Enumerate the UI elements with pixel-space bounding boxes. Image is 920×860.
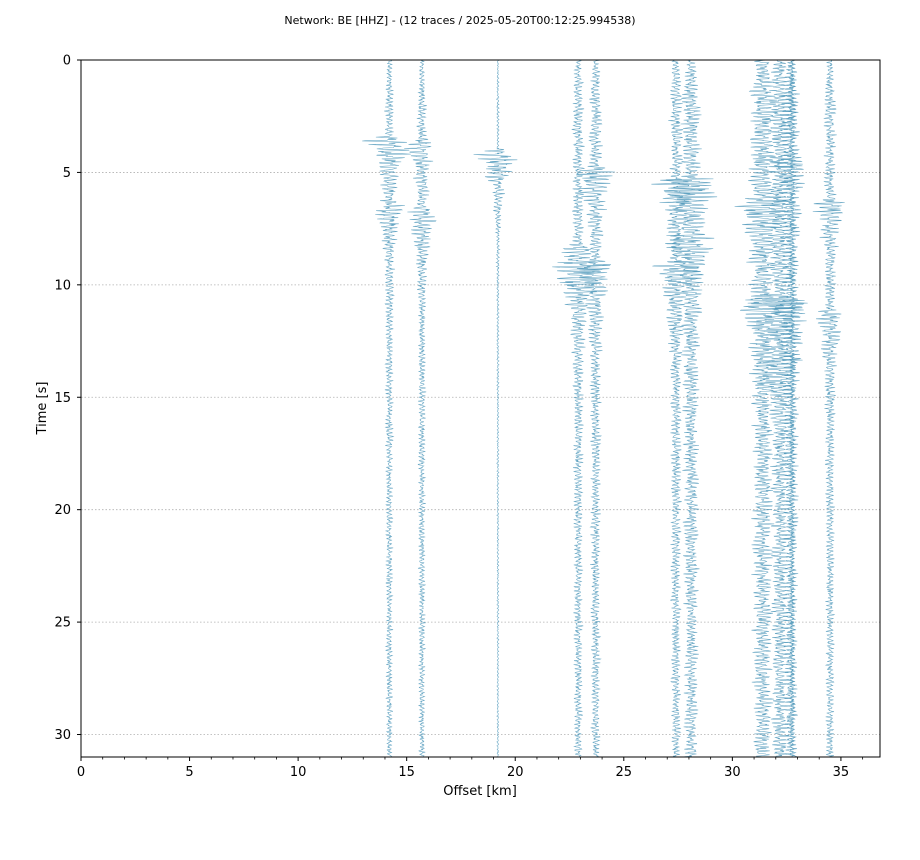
x-tick-label-6: 30	[724, 765, 741, 780]
y-tick-label-6: 30	[54, 728, 71, 743]
trace-6	[651, 59, 702, 758]
trace-1	[362, 59, 411, 758]
trace-5	[577, 59, 616, 758]
trace-10	[768, 59, 808, 758]
y-tick-label-2: 10	[54, 278, 71, 293]
x-tick-label-7: 35	[833, 765, 850, 780]
trace-layer	[362, 59, 845, 758]
trace-11	[787, 59, 797, 758]
x-tick-label-0: 0	[77, 765, 85, 780]
trace-2	[404, 59, 437, 758]
gridlines	[81, 59, 880, 735]
y-tick-label-0: 0	[63, 54, 71, 69]
x-tick-label-5: 25	[616, 765, 633, 780]
x-tick-label-3: 15	[398, 765, 415, 780]
y-axis-label: Time [s]	[35, 382, 50, 436]
y-tick-label-3: 15	[54, 391, 71, 406]
x-tick-label-1: 5	[185, 765, 193, 780]
chart-title: Network: BE [HHZ] - (12 traces / 2025-05…	[284, 14, 635, 27]
axes: 0 5 10 15 20 25 30 35 0 5 10 15 20 25 30	[54, 54, 864, 780]
x-tick-label-2: 10	[290, 765, 307, 780]
trace-9	[761, 59, 805, 758]
trace-12	[812, 59, 845, 758]
trace-7	[665, 59, 718, 758]
trace-4	[552, 59, 611, 758]
y-tick-label-5: 25	[54, 616, 71, 631]
y-tick-label-4: 20	[54, 503, 71, 518]
trace-8	[734, 59, 790, 758]
trace-3	[473, 59, 518, 757]
x-axis-label: Offset [km]	[443, 784, 517, 799]
x-tick-label-4: 20	[507, 765, 524, 780]
plot-frame	[80, 59, 881, 758]
y-tick-label-1: 5	[63, 166, 71, 181]
